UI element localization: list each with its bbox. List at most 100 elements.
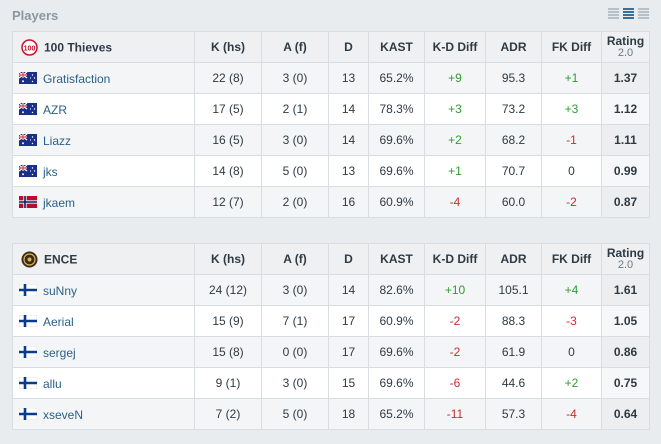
stat-kills: 17 (5) (194, 93, 262, 125)
player-name-link[interactable]: jks (43, 164, 58, 179)
player-name-link[interactable]: xseveN (43, 407, 84, 422)
stat-rating: 1.61 (601, 274, 650, 306)
column-header-kills[interactable]: K (hs) (194, 243, 262, 275)
stat-kast: 69.6% (368, 367, 425, 399)
rating-version: 2.0 (617, 259, 634, 271)
column-header-fk-diff[interactable]: FK Diff (541, 31, 602, 63)
finland-flag-icon (19, 284, 37, 297)
team-players: Gratisfaction 22 (8) 3 (0) 13 65.2% +9 95.3 +1 1… (12, 62, 650, 218)
team-name-cell[interactable]: ENCE (12, 243, 195, 275)
stat-rating: 0.87 (601, 186, 650, 218)
finland-flag-icon (19, 377, 37, 390)
column-header-assists[interactable]: A (f) (261, 31, 329, 63)
player-name-link[interactable]: allu (43, 376, 62, 391)
player-cell: xseveN (12, 398, 195, 430)
stat-rating: 0.64 (601, 398, 650, 430)
rating-label: Rating (606, 34, 645, 48)
player-row: jkaem 12 (7) 2 (0) 16 60.9% -4 60.0 -2 0.87 (12, 186, 650, 218)
player-name-link[interactable]: Liazz (43, 133, 72, 148)
column-header-kast[interactable]: KAST (368, 243, 425, 275)
players-header: Players (0, 0, 661, 28)
100-thieves-logo-icon: 100 (21, 38, 38, 56)
stat-kd-diff: -6 (424, 367, 486, 399)
column-header-adr[interactable]: ADR (485, 243, 542, 275)
compact-view-icon[interactable] (638, 8, 649, 19)
stat-adr: 88.3 (485, 305, 542, 337)
stat-fk-diff: -3 (541, 305, 602, 337)
stat-fk-diff: +3 (541, 93, 602, 125)
stat-kd-diff: +9 (424, 62, 486, 94)
player-cell: AZR (12, 93, 195, 125)
stat-kills: 14 (8) (194, 155, 262, 187)
player-name-link[interactable]: suNny (43, 283, 78, 298)
column-header-rating[interactable]: Rating 2.0 (601, 31, 650, 63)
grid-view-icon[interactable] (608, 8, 619, 19)
player-name-link[interactable]: sergej (43, 345, 76, 360)
column-header-kd-diff[interactable]: K-D Diff (424, 31, 486, 63)
rating-label: Rating (606, 246, 645, 260)
player-cell: Liazz (12, 124, 195, 156)
player-cell: Aerial (12, 305, 195, 337)
stat-kast: 65.2% (368, 398, 425, 430)
player-cell: jks (12, 155, 195, 187)
stat-kd-diff: -2 (424, 336, 486, 368)
stat-assists: 3 (0) (261, 124, 329, 156)
player-row: suNny 24 (12) 3 (0) 14 82.6% +10 105.1 +4 1.61 (12, 274, 650, 306)
team-name-cell[interactable]: 100 100 Thieves (12, 31, 195, 63)
column-header-assists[interactable]: A (f) (261, 243, 329, 275)
player-name-link[interactable]: AZR (43, 102, 67, 117)
player-name-link[interactable]: Gratisfaction (43, 71, 111, 86)
player-row: sergej 15 (8) 0 (0) 17 69.6% -2 61.9 0 0.86 (12, 336, 650, 368)
player-name-link[interactable]: jkaem (43, 195, 76, 210)
stat-adr: 70.7 (485, 155, 542, 187)
player-cell: Gratisfaction (12, 62, 195, 94)
stat-kills: 16 (5) (194, 124, 262, 156)
stat-fk-diff: -2 (541, 186, 602, 218)
player-row: AZR 17 (5) 2 (1) 14 78.3% +3 73.2 +3 1.12 (12, 93, 650, 125)
section-title: Players (12, 8, 59, 23)
stat-deaths: 17 (328, 305, 369, 337)
column-header-kills[interactable]: K (hs) (194, 31, 262, 63)
column-header-adr[interactable]: ADR (485, 31, 542, 63)
player-cell: jkaem (12, 186, 195, 218)
column-header-fk-diff[interactable]: FK Diff (541, 243, 602, 275)
column-header-deaths[interactable]: D (328, 243, 369, 275)
finland-flag-icon (19, 315, 37, 328)
australia-flag-icon (19, 134, 37, 147)
player-cell: allu (12, 367, 195, 399)
stat-kills: 24 (12) (194, 274, 262, 306)
stat-kast: 69.6% (368, 124, 425, 156)
stat-assists: 3 (0) (261, 274, 329, 306)
stat-rating: 0.99 (601, 155, 650, 187)
stat-kast: 82.6% (368, 274, 425, 306)
stat-kd-diff: -11 (424, 398, 486, 430)
stat-assists: 3 (0) (261, 62, 329, 94)
team-name: 100 Thieves (44, 40, 113, 54)
stat-adr: 60.0 (485, 186, 542, 218)
player-row: jks 14 (8) 5 (0) 13 69.6% +1 70.7 0 0.99 (12, 155, 650, 187)
stat-deaths: 14 (328, 93, 369, 125)
stat-adr: 105.1 (485, 274, 542, 306)
column-header-kd-diff[interactable]: K-D Diff (424, 243, 486, 275)
stat-kast: 60.9% (368, 305, 425, 337)
column-header-rating[interactable]: Rating 2.0 (601, 243, 650, 275)
player-name-link[interactable]: Aerial (43, 314, 74, 329)
stat-assists: 7 (1) (261, 305, 329, 337)
australia-flag-icon (19, 165, 37, 178)
list-view-icon[interactable] (623, 8, 634, 19)
stat-fk-diff: 0 (541, 336, 602, 368)
stat-kills: 15 (9) (194, 305, 262, 337)
stat-adr: 44.6 (485, 367, 542, 399)
stat-kd-diff: -4 (424, 186, 486, 218)
stat-kills: 9 (1) (194, 367, 262, 399)
stat-deaths: 16 (328, 186, 369, 218)
stat-kills: 22 (8) (194, 62, 262, 94)
column-header-deaths[interactable]: D (328, 31, 369, 63)
stat-kd-diff: +10 (424, 274, 486, 306)
rating-version: 2.0 (617, 47, 634, 59)
stat-kd-diff: +3 (424, 93, 486, 125)
stat-adr: 57.3 (485, 398, 542, 430)
stat-assists: 5 (0) (261, 155, 329, 187)
column-header-kast[interactable]: KAST (368, 31, 425, 63)
ence-logo-icon (21, 251, 38, 267)
